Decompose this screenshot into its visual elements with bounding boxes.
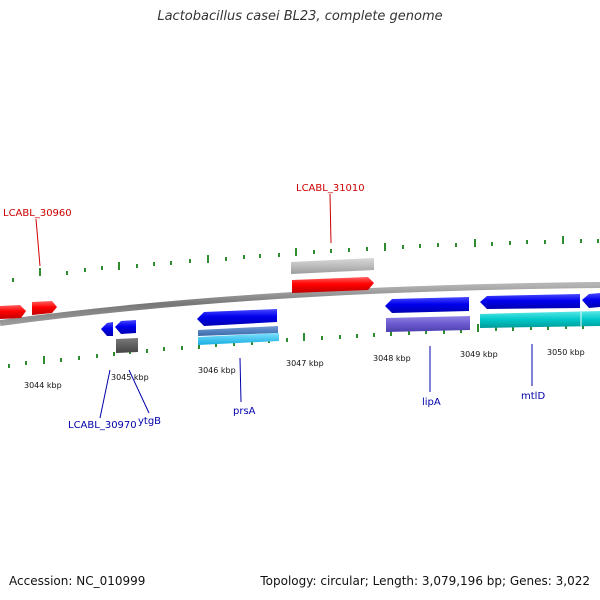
gene-feature-gray[interactable]: [116, 338, 138, 353]
gene-feature-sky[interactable]: [198, 333, 279, 345]
scale-label: 3044 kbp: [24, 381, 62, 390]
gene-feature-blue[interactable]: [582, 293, 600, 308]
gene-label-lipa[interactable]: lipA: [422, 397, 441, 408]
accession-text: Accession: NC_010999: [9, 574, 146, 588]
gene-feature-gray[interactable]: [291, 258, 374, 274]
scale-label: 3046 kbp: [198, 366, 236, 375]
label-leader: [35, 218, 41, 267]
forward-features: [0, 258, 374, 319]
gene-label-lcabl-31010[interactable]: LCABL_31010: [296, 183, 365, 194]
scale-labels: 3044 kbp 3045 kbp 3046 kbp 3047 kbp 3048…: [24, 348, 585, 390]
label-leader: [128, 369, 150, 414]
gene-label-ytgb[interactable]: ytgB: [138, 416, 161, 427]
gene-feature-blue[interactable]: [197, 309, 277, 326]
gene-feature-red[interactable]: [292, 277, 374, 293]
reverse-features: [101, 293, 600, 353]
gene-feature-red[interactable]: [0, 305, 26, 319]
gene-label-prsa[interactable]: prsA: [233, 406, 256, 417]
genome-backbone: [0, 282, 600, 326]
scale-label: 3050 kbp: [547, 348, 585, 357]
gene-label-lcabl-30970[interactable]: LCABL_30970: [68, 420, 137, 431]
gene-feature-violet[interactable]: [386, 316, 470, 332]
gene-label-mtld[interactable]: mtlD: [521, 391, 545, 402]
scale-label: 3048 kbp: [373, 354, 411, 363]
gene-feature-blue[interactable]: [385, 297, 469, 313]
gene-feature-blue[interactable]: [480, 294, 580, 309]
reverse-label-group: LCABL_30970 ytgB prsA lipA mtlD: [68, 344, 545, 431]
gene-feature-red[interactable]: [32, 301, 57, 315]
label-leader: [99, 369, 111, 419]
gene-label-lcabl-30960[interactable]: LCABL_30960: [3, 208, 72, 219]
gene-feature-steel[interactable]: [198, 326, 278, 336]
gene-feature-cyan[interactable]: [480, 311, 600, 328]
scale-label: 3047 kbp: [286, 359, 324, 368]
label-leader: [239, 357, 242, 403]
map-title: Lactobacillus casei BL23, complete genom…: [157, 9, 443, 24]
label-leader: [329, 193, 332, 244]
gene-feature-blue[interactable]: [101, 322, 113, 336]
scale-label: 3045 kbp: [111, 373, 149, 382]
forward-tick-row: [12, 236, 599, 282]
genome-summary-text: Topology: circular; Length: 3,079,196 bp…: [260, 574, 590, 588]
gene-feature-blue[interactable]: [115, 320, 136, 334]
forward-label-group: LCABL_30960 LCABL_31010: [3, 183, 365, 267]
scale-label: 3049 kbp: [460, 350, 498, 359]
